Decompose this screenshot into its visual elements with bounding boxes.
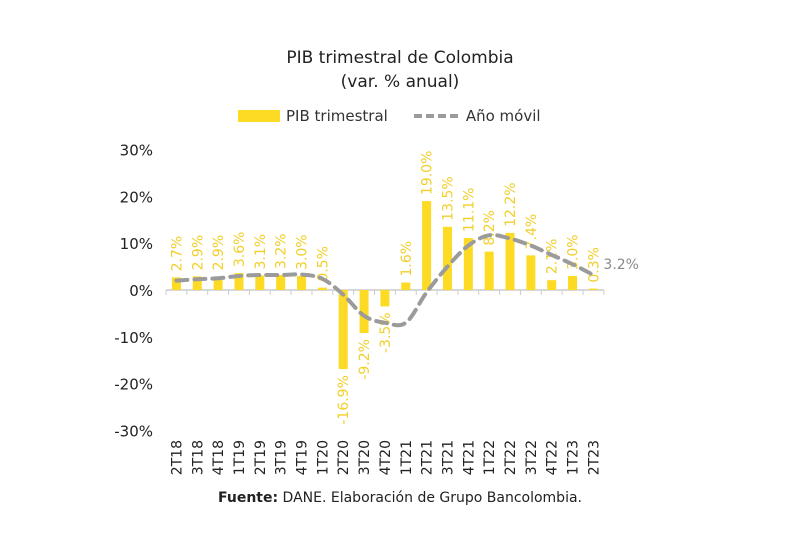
- bar-data-label: 2.9%: [190, 235, 206, 271]
- moving-average-line: [174, 232, 596, 328]
- bar-data-label: 2.7%: [169, 236, 185, 272]
- bar: [192, 276, 202, 290]
- legend-line-swatch: [413, 114, 458, 118]
- y-tick-label: -30%: [114, 422, 153, 440]
- bar-data-label: 7.4%: [524, 214, 540, 250]
- bar: [588, 288, 598, 290]
- x-tick-label: 2T21: [420, 440, 436, 475]
- bar-data-label: 3.0%: [295, 234, 311, 270]
- chart-title: PIB trimestral de Colombia: [286, 48, 514, 68]
- bar: [442, 226, 452, 290]
- bar-data-label: 19.0%: [420, 151, 436, 195]
- bar: [276, 275, 286, 290]
- x-tick-label: 4T22: [545, 440, 561, 475]
- x-tick-label: 3T18: [190, 440, 206, 475]
- bar-data-label: -9.2%: [357, 339, 373, 380]
- x-tick-label: 2T19: [253, 440, 269, 475]
- x-tick-label: 3T19: [274, 440, 290, 475]
- x-tick-label: 1T23: [566, 440, 582, 475]
- x-tick-label: 1T21: [399, 440, 415, 475]
- x-tick-label: 4T18: [211, 440, 227, 475]
- legend-label-line: Año móvil: [465, 107, 541, 125]
- y-tick-label: -20%: [114, 376, 153, 394]
- bar: [505, 232, 515, 290]
- x-tick-label: 3T20: [357, 440, 373, 475]
- x-tick-label: 2T23: [586, 440, 602, 475]
- bar: [568, 275, 578, 290]
- bar: [484, 251, 494, 290]
- x-tick-label: 4T21: [461, 440, 477, 475]
- bar-data-label: 12.2%: [503, 182, 519, 226]
- bar-data-label: -3.5%: [378, 312, 394, 353]
- bar: [338, 290, 348, 370]
- y-tick-label: 30%: [120, 142, 153, 160]
- bar-data-label: 2.9%: [211, 235, 227, 271]
- bar: [234, 273, 244, 290]
- x-tick-label: 3T21: [440, 440, 456, 475]
- legend-bar-swatch: [238, 110, 280, 122]
- x-tick-label: 1T19: [232, 440, 248, 475]
- x-tick-label: 1T22: [482, 440, 498, 475]
- source-text: DANE. Elaboración de Grupo Bancolombia.: [282, 490, 582, 506]
- bar: [359, 290, 369, 334]
- line-end-label: 3.2%: [603, 257, 639, 273]
- bar: [213, 276, 223, 290]
- bar-data-label: 0.5%: [315, 246, 331, 282]
- bar-data-label: 3.2%: [274, 233, 290, 269]
- bar: [171, 277, 181, 290]
- x-tick-label: 4T20: [378, 440, 394, 475]
- x-tick-label: 2T20: [336, 440, 352, 475]
- bar-data-label: 3.6%: [232, 232, 248, 268]
- bar-data-label: 1.6%: [399, 241, 415, 277]
- bar-data-label: 8.2%: [482, 210, 498, 246]
- bar: [297, 275, 307, 290]
- x-tick-label: 3T22: [524, 440, 540, 475]
- bar-data-label: 0.3%: [586, 247, 602, 283]
- bar-data-label: -16.9%: [336, 375, 352, 425]
- x-tick-label: 1T20: [315, 440, 331, 475]
- bar: [255, 275, 265, 290]
- legend-label-bar: PIB trimestral: [286, 107, 388, 125]
- bar: [463, 238, 473, 290]
- bar: [317, 287, 327, 290]
- y-tick-label: -10%: [114, 329, 153, 347]
- source-note: Fuente: DANE. Elaboración de Grupo Banco…: [0, 490, 800, 506]
- bar: [547, 280, 557, 290]
- bar-data-label: 11.1%: [461, 188, 477, 232]
- x-tick-label: 4T19: [295, 440, 311, 475]
- bar: [380, 290, 390, 307]
- legend: PIB trimestral Año móvil: [238, 107, 541, 125]
- chart-subtitle: (var. % anual): [340, 72, 460, 92]
- y-tick-label: 10%: [120, 235, 153, 253]
- bar: [422, 201, 432, 290]
- y-tick-label: 20%: [120, 188, 153, 206]
- bar: [526, 255, 536, 290]
- bar: [401, 282, 411, 290]
- x-tick-label: 2T18: [169, 440, 185, 475]
- x-tick-label: 2T22: [503, 440, 519, 475]
- bar-data-label: 3.1%: [253, 234, 269, 270]
- bar-data-label: 13.5%: [440, 176, 456, 220]
- source-label: Fuente:: [217, 490, 279, 506]
- y-tick-label: 0%: [129, 282, 153, 300]
